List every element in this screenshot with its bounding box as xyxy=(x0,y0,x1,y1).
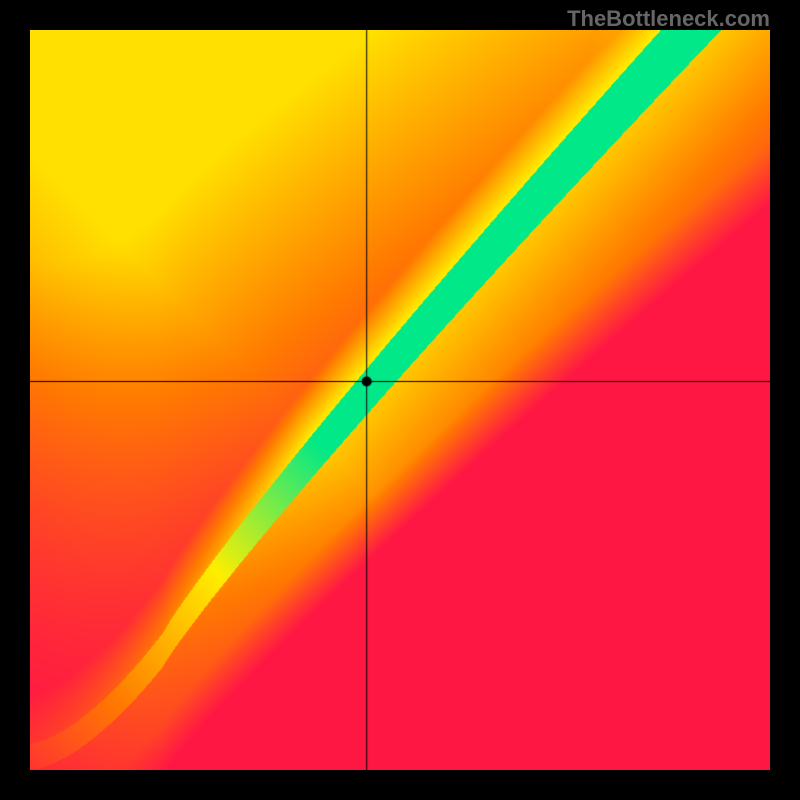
bottleneck-heatmap xyxy=(30,30,770,770)
watermark-text: TheBottleneck.com xyxy=(567,6,770,32)
heatmap-canvas xyxy=(30,30,770,770)
